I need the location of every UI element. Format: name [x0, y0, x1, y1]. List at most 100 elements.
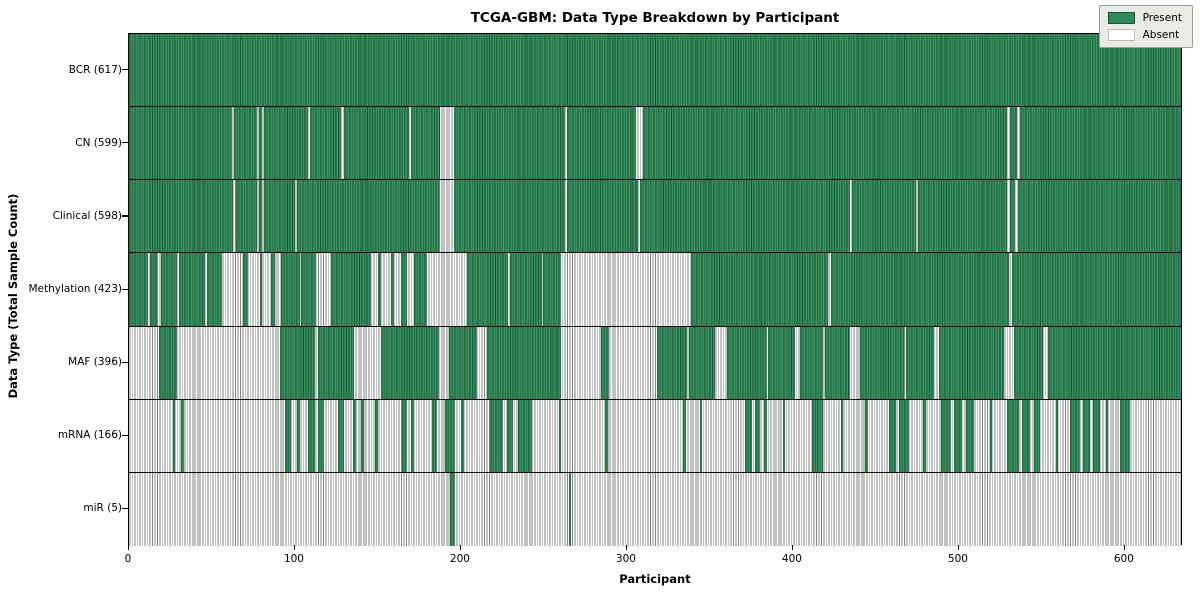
y-tick-label-mRNA: mRNA (166)	[57, 429, 122, 442]
y-tick-mark	[122, 69, 128, 71]
heatmap-row-BCR	[129, 34, 1181, 108]
present-segment	[683, 399, 686, 472]
present-segment	[1093, 399, 1100, 472]
present-segment	[331, 253, 371, 326]
y-tick-label-BCR: BCR (617)	[68, 63, 122, 76]
present-segment	[1013, 326, 1044, 399]
legend-entry-present: Present	[1107, 12, 1182, 24]
present-segment	[307, 399, 315, 472]
present-segment	[337, 399, 345, 472]
x-axis-label: Participant	[619, 572, 691, 586]
present-segment	[353, 399, 356, 472]
heatmap-row-Clinical	[129, 180, 1181, 254]
present-segment	[129, 34, 1181, 107]
x-tick-label-300: 300	[615, 553, 636, 565]
present-segment	[543, 253, 562, 326]
present-segment	[411, 399, 414, 472]
present-segment	[178, 253, 206, 326]
present-segment	[510, 253, 542, 326]
present-segment	[432, 399, 438, 472]
present-segment	[343, 107, 409, 180]
present-segment	[466, 253, 509, 326]
present-segment	[453, 107, 565, 180]
present-segment	[840, 399, 844, 472]
present-segment	[161, 253, 178, 326]
present-segment	[745, 399, 752, 472]
present-segment	[243, 253, 249, 326]
present-segment	[811, 399, 824, 472]
y-tick-label-CN: CN (599)	[75, 136, 122, 149]
present-segment	[782, 399, 786, 472]
present-segment	[642, 107, 1008, 180]
present-segment	[1009, 180, 1016, 253]
present-segment	[172, 399, 176, 472]
present-segment	[281, 253, 300, 326]
heatmap-plot-area	[128, 33, 1182, 546]
present-segment	[486, 326, 562, 399]
present-segment	[129, 180, 234, 253]
y-tick-label-MAF: MAF (396)	[68, 356, 122, 369]
present-segment	[640, 180, 850, 253]
present-segment	[918, 180, 1008, 253]
x-tick-mark	[791, 545, 794, 550]
present-segment	[568, 472, 572, 546]
y-tick-label-miR: miR (5)	[83, 502, 122, 515]
present-segment	[1012, 253, 1181, 326]
present-segment	[297, 180, 441, 253]
heatmap-row-Methylation	[129, 253, 1181, 327]
present-color-swatch	[1107, 12, 1135, 24]
present-segment	[859, 326, 905, 399]
present-segment	[453, 180, 565, 253]
present-segment	[234, 107, 257, 180]
present-segment	[831, 253, 1009, 326]
heatmap-row-MAF	[129, 326, 1181, 400]
x-tick-mark	[625, 545, 628, 550]
present-segment	[158, 326, 178, 399]
present-segment	[799, 326, 824, 399]
present-segment	[1009, 107, 1017, 180]
x-tick-mark	[957, 545, 960, 550]
present-segment	[259, 253, 263, 326]
present-segment	[297, 399, 300, 472]
present-segment	[310, 107, 342, 180]
chart-title: TCGA-GBM: Data Type Breakdown by Partici…	[470, 10, 840, 26]
heatmap-row-mRNA	[129, 399, 1181, 473]
present-segment	[865, 399, 868, 472]
present-segment	[490, 399, 504, 472]
y-tick-label-Clinical: Clinical (598)	[52, 209, 122, 222]
legend: Present Absent	[1098, 5, 1193, 48]
present-segment	[448, 326, 477, 399]
y-tick-mark	[122, 507, 128, 510]
heatmap-row-miR	[129, 472, 1181, 546]
present-segment	[301, 253, 317, 326]
present-segment	[1070, 399, 1080, 472]
present-segment	[852, 180, 916, 253]
present-segment	[235, 180, 257, 253]
legend-absent-label: Absent	[1142, 29, 1180, 41]
present-segment	[1083, 399, 1090, 472]
present-segment	[989, 399, 993, 472]
present-segment	[259, 180, 262, 253]
y-tick-mark	[122, 215, 128, 217]
present-segment	[1021, 399, 1031, 472]
present-segment	[264, 107, 308, 180]
present-segment	[1020, 107, 1181, 180]
present-segment	[889, 399, 897, 472]
present-segment	[375, 399, 378, 472]
present-segment	[605, 399, 608, 472]
present-segment	[558, 399, 562, 472]
present-segment	[899, 399, 910, 472]
present-segment	[1048, 326, 1181, 399]
present-segment	[181, 399, 184, 472]
present-segment	[402, 399, 408, 472]
absent-color-swatch	[1107, 29, 1135, 41]
present-segment	[149, 253, 158, 326]
present-segment	[413, 253, 428, 326]
y-axis-label: Data Type (Total Sample Count)	[6, 193, 20, 399]
present-segment	[259, 107, 262, 180]
present-segment	[279, 326, 315, 399]
present-segment	[390, 253, 395, 326]
present-segment	[1007, 399, 1019, 472]
x-tick-label-400: 400	[781, 553, 802, 565]
